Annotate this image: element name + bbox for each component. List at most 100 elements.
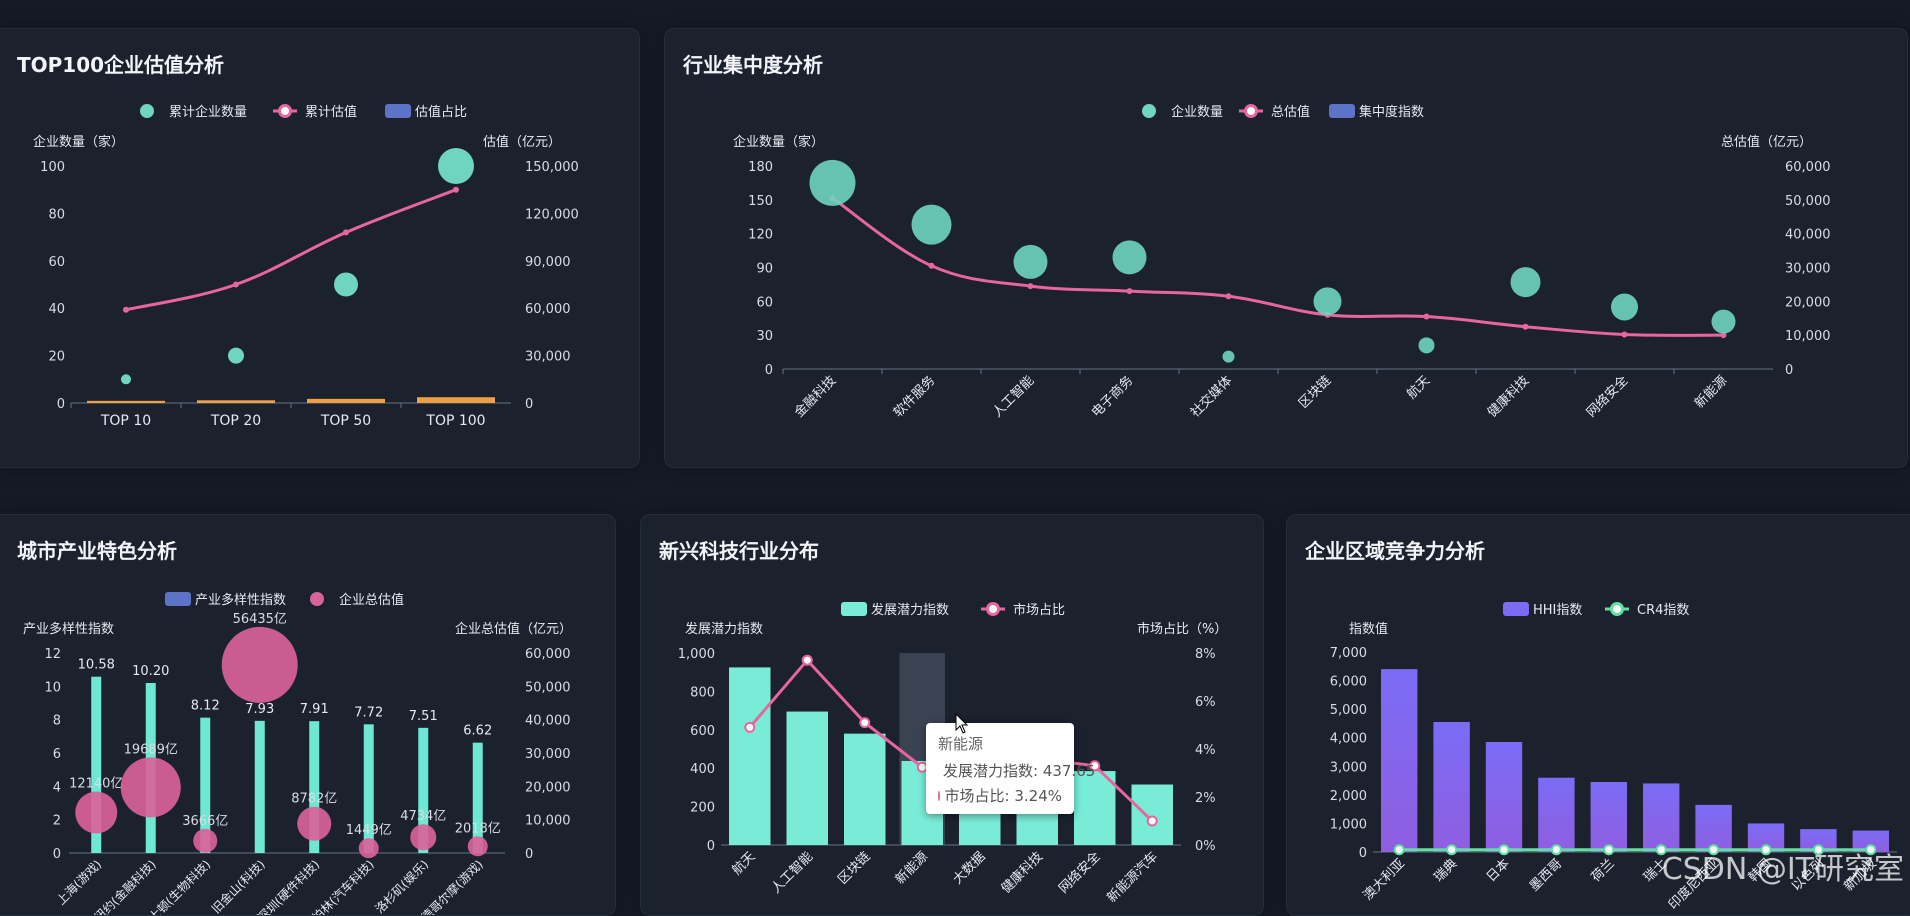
- bar-data-label: 6.62: [463, 724, 492, 739]
- y-tick-right: 40,000: [525, 714, 571, 729]
- legend-label: 产业多样性指数: [195, 592, 286, 608]
- line-point: [1550, 844, 1562, 856]
- bubble-data-label: 12140亿: [69, 777, 123, 792]
- x-tick-label: 洛杉矶(娱乐): [372, 857, 432, 915]
- x-tick-label: 健康科技: [998, 849, 1046, 897]
- bubble-point: [297, 806, 332, 841]
- line-point: [1621, 331, 1628, 338]
- legend-rect-icon: [1329, 104, 1355, 118]
- y-tick-left: 4,000: [1330, 732, 1367, 747]
- scatter-point: [1013, 244, 1048, 279]
- x-tick-label: 新能源汽车: [1104, 849, 1161, 906]
- line-point: [1812, 844, 1824, 856]
- bar: [1074, 771, 1116, 845]
- tooltip-row-share: 市场占比: 3.24%: [938, 785, 1062, 806]
- panel-title: TOP100企业估值分析: [17, 53, 225, 77]
- bar-data-label: 10.20: [132, 664, 169, 679]
- bar: [1485, 742, 1523, 852]
- line-series-path: [831, 196, 1724, 337]
- y-tick-right: 10,000: [1785, 329, 1831, 344]
- bar: [1433, 722, 1470, 852]
- bubble-point: [467, 836, 488, 857]
- y-tick-right: 4%: [1195, 743, 1216, 758]
- y-tick-left: 40: [48, 302, 65, 317]
- y-tick-left: 80: [48, 207, 65, 222]
- bubble-data-label: 56435亿: [233, 612, 287, 627]
- bar: [1852, 830, 1889, 852]
- y-tick-left: 90: [756, 262, 773, 277]
- scatter-point: [1711, 309, 1736, 334]
- x-tick-label: 人工智能: [769, 849, 816, 896]
- line-point: [1655, 844, 1667, 856]
- legend-circle-icon: [310, 592, 324, 606]
- scatter-point: [1313, 287, 1342, 316]
- y-axis-title-left: 企业数量（家）: [33, 134, 124, 150]
- x-tick-label: 航天: [1404, 373, 1434, 403]
- bar: [844, 733, 886, 845]
- x-tick-label: 网络安全: [1055, 849, 1103, 897]
- x-tick-label: 社交媒体: [1187, 373, 1235, 421]
- bubble-data-label: 1449亿: [346, 823, 392, 838]
- line-point: [1522, 323, 1529, 330]
- panel-title: 企业区域竞争力分析: [1305, 539, 1485, 563]
- y-axis-title-right: 企业总估值（亿元）: [455, 621, 572, 637]
- line-point: [801, 654, 813, 666]
- y-tick-right: 20,000: [1785, 295, 1831, 310]
- line-point: [1865, 844, 1877, 856]
- y-axis-title-right: 估值（亿元）: [483, 134, 561, 150]
- x-tick-label: 日本: [1484, 856, 1513, 885]
- x-tick-label: 健康科技: [1484, 373, 1532, 421]
- y-tick-right: 60,000: [1785, 160, 1831, 175]
- y-tick-right: 0: [1785, 363, 1793, 378]
- y-tick-left: 7,000: [1330, 646, 1367, 661]
- bubble-point: [193, 828, 218, 853]
- scatter-point: [334, 272, 358, 297]
- line-point: [744, 721, 756, 733]
- bar: [363, 724, 374, 853]
- y-tick-left: 0: [1359, 846, 1367, 861]
- line-point: [343, 229, 349, 236]
- tooltip-title: 新能源: [938, 735, 984, 753]
- y-tick-left: 0: [57, 397, 65, 412]
- y-tick-right: 50,000: [525, 680, 571, 695]
- line-point: [1146, 815, 1158, 827]
- bar: [307, 398, 385, 403]
- y-tick-right: 60,000: [525, 647, 571, 662]
- line-point: [928, 262, 935, 269]
- y-tick-left: 12: [44, 647, 61, 662]
- panel-top100: 累计企业数量 累计估值 估值占比 企业数量（家） 估值（亿元） 0 20 40 60 80 100 0…: [0, 28, 640, 468]
- scatter-point: [438, 148, 474, 184]
- y-tick-right: 150,000: [525, 160, 579, 175]
- line-point: [1423, 313, 1430, 320]
- bar: [197, 400, 275, 403]
- legend-label: 企业总估值: [339, 592, 404, 608]
- y-tick-left: 3,000: [1330, 760, 1367, 775]
- line-point: [1603, 844, 1615, 856]
- bar: [1643, 783, 1680, 852]
- legend-line-icon: [986, 602, 1000, 616]
- y-tick-right: 20,000: [525, 780, 571, 795]
- bar-data-label: 10.58: [78, 658, 115, 673]
- y-tick-left: 8: [53, 714, 61, 729]
- legend-label: 集中度指数: [1359, 104, 1424, 120]
- y-tick-right: 30,000: [525, 350, 571, 365]
- bar: [418, 727, 429, 853]
- y-tick-left: 0: [53, 847, 61, 862]
- y-tick-right: 10,000: [525, 814, 571, 829]
- y-tick-left: 800: [690, 685, 715, 700]
- y-tick-left: 60: [48, 255, 65, 270]
- y-tick-left: 120: [748, 228, 773, 243]
- y-tick-right: 6%: [1195, 695, 1216, 710]
- bar: [309, 721, 320, 853]
- panel-industry: 企业数量 总估值 集中度指数 企业数量（家） 总估值（亿元） 0 30 60 90 120 150 1…: [664, 28, 1908, 468]
- line-point: [1760, 844, 1772, 856]
- watermark: CSDN @IT研究室: [1661, 852, 1904, 887]
- bar-data-label: 7.91: [300, 702, 329, 717]
- legend-rect-icon: [1503, 602, 1529, 616]
- line-point: [1225, 293, 1232, 300]
- y-tick-right: 50,000: [1785, 194, 1831, 209]
- legend-label: 估值占比: [415, 104, 467, 120]
- bar: [1381, 669, 1418, 852]
